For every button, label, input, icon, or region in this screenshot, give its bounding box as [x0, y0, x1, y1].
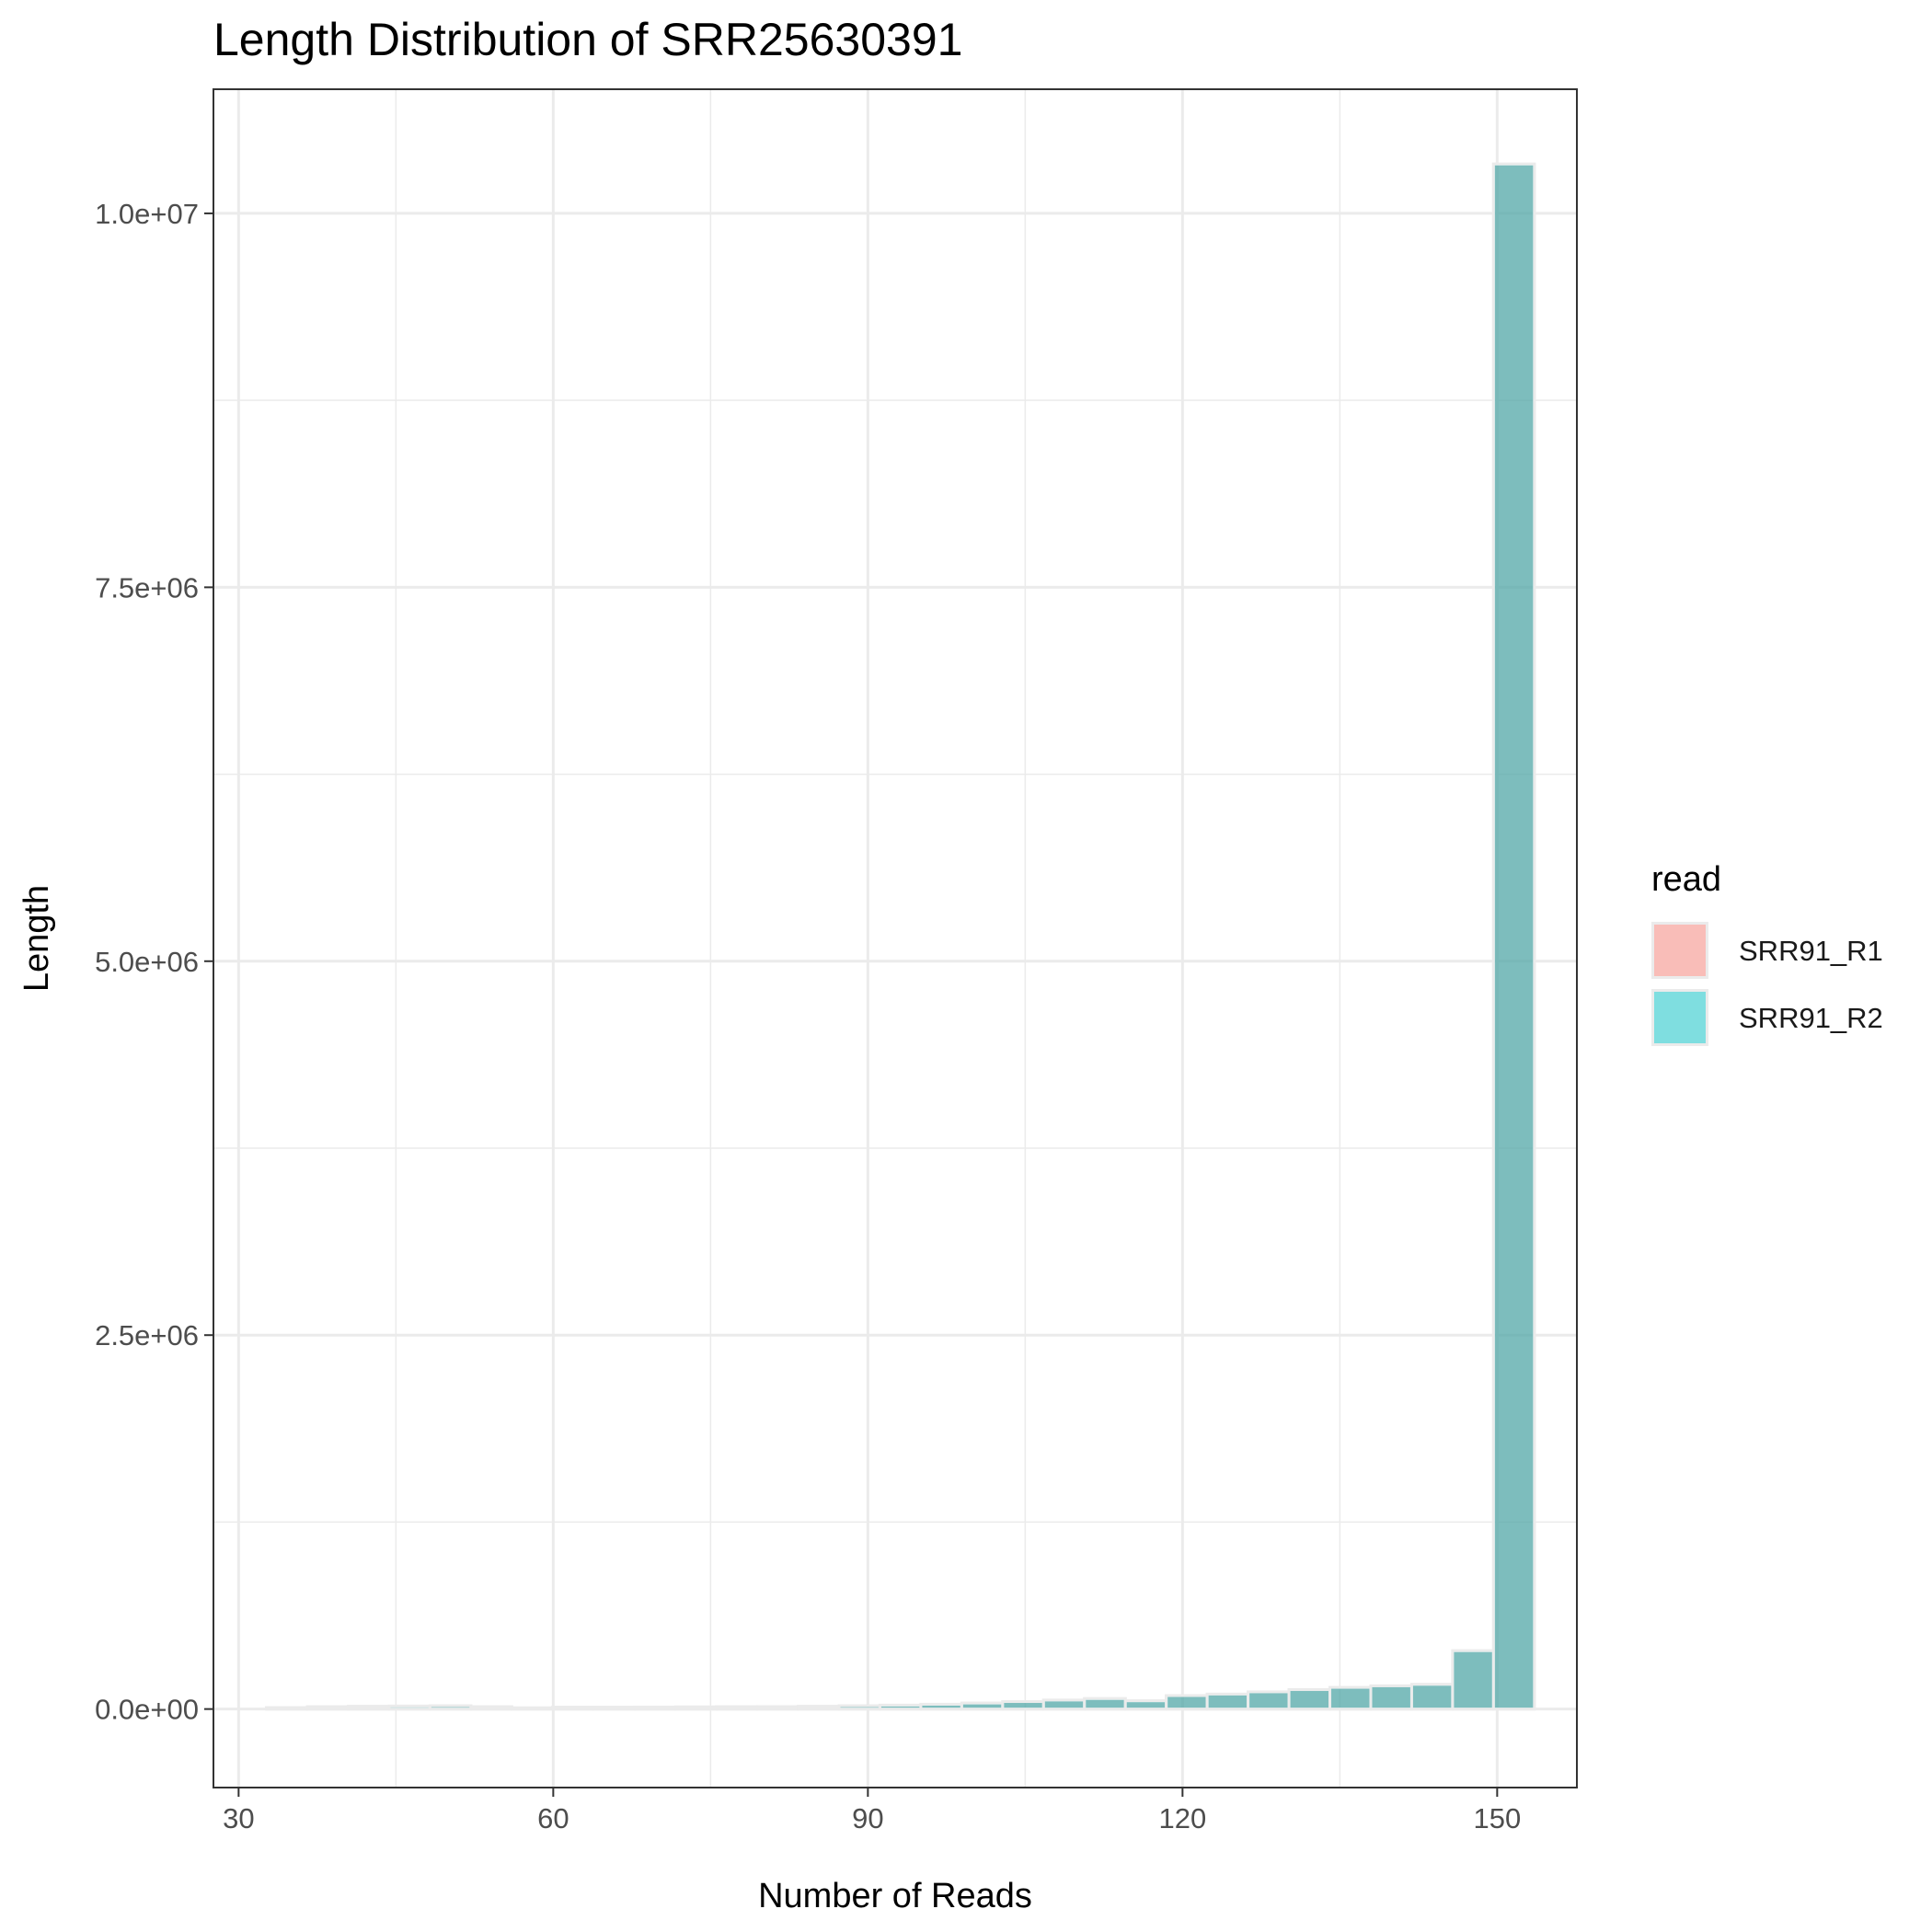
bar-srr91-r2: [1451, 1649, 1495, 1711]
x-tick-label: 30: [223, 1802, 254, 1834]
bar-srr91-r2: [878, 1703, 923, 1711]
bar-srr91-r2: [428, 1704, 473, 1711]
y-tick-label: 1.0e+07: [95, 198, 199, 230]
bar-srr91-r2: [469, 1705, 513, 1711]
bar-srr91-r2: [1083, 1696, 1127, 1711]
legend-item-r1: SRR91_R1: [1651, 922, 1932, 986]
y-tick-label: 5.0e+06: [95, 946, 199, 978]
bar-srr91-r2: [1491, 162, 1536, 1711]
y-axis: 0.0e+00 2.5e+06 5.0e+06 7.5e+06 1.0e+07: [95, 198, 213, 1726]
legend-item-r2: SRR91_R2: [1651, 989, 1932, 1053]
bar-srr91-r2: [1287, 1688, 1332, 1711]
bar-srr91-r2: [1205, 1692, 1250, 1711]
bar-srr91-r2: [1409, 1683, 1455, 1711]
bar-srr91-r2: [1001, 1700, 1045, 1711]
bars: [265, 162, 1536, 1711]
bar-srr91-r2: [305, 1705, 350, 1711]
x-tick-label: 150: [1473, 1802, 1521, 1834]
x-tick-label: 60: [537, 1802, 569, 1834]
legend-swatch-r2: [1651, 989, 1708, 1046]
legend-swatch-r1: [1651, 922, 1708, 979]
bar-srr91-r2: [919, 1702, 963, 1711]
panel-background: [213, 89, 1577, 1788]
bar-srr91-r2: [1369, 1684, 1413, 1711]
bar-srr91-r2: [387, 1704, 431, 1711]
legend-label-r2: SRR91_R2: [1739, 1002, 1883, 1034]
bar-srr91-r2: [960, 1701, 1005, 1711]
bar-srr91-r2: [1328, 1685, 1373, 1711]
bar-srr91-r2: [633, 1706, 677, 1711]
bar-srr91-r2: [673, 1705, 719, 1711]
panel-border: [213, 88, 1578, 1788]
bar-srr91-r2: [551, 1706, 595, 1711]
y-tick-label: 2.5e+06: [95, 1319, 199, 1351]
bar-srr91-r2: [1247, 1690, 1291, 1711]
x-tick-label: 90: [852, 1802, 883, 1834]
bar-srr91-r2: [265, 1706, 309, 1711]
bar-srr91-r2: [715, 1705, 759, 1711]
bar-srr91-r2: [797, 1705, 841, 1711]
bar-srr91-r2: [755, 1705, 800, 1711]
bar-srr91-r2: [1165, 1694, 1209, 1711]
legend-title: read: [1651, 860, 1722, 899]
bar-srr91-r2: [592, 1706, 637, 1711]
x-tick-label: 120: [1158, 1802, 1206, 1834]
x-axis: 30 60 90 120 150: [223, 1788, 1521, 1834]
bar-srr91-r2: [1123, 1699, 1168, 1711]
bar-srr91-r2: [837, 1704, 881, 1711]
legend-label-r1: SRR91_R1: [1739, 935, 1883, 967]
bar-srr91-r2: [346, 1705, 391, 1711]
y-tick-label: 7.5e+06: [95, 571, 199, 604]
y-axis-title: Length: [17, 885, 56, 992]
bar-srr91-r2: [1041, 1698, 1087, 1711]
minor-gridlines: [213, 89, 1577, 1788]
chart-title: Length Distribution of SRR25630391: [213, 14, 963, 65]
x-axis-title: Number of Reads: [758, 1877, 1032, 1915]
y-tick-label: 0.0e+00: [95, 1694, 199, 1726]
